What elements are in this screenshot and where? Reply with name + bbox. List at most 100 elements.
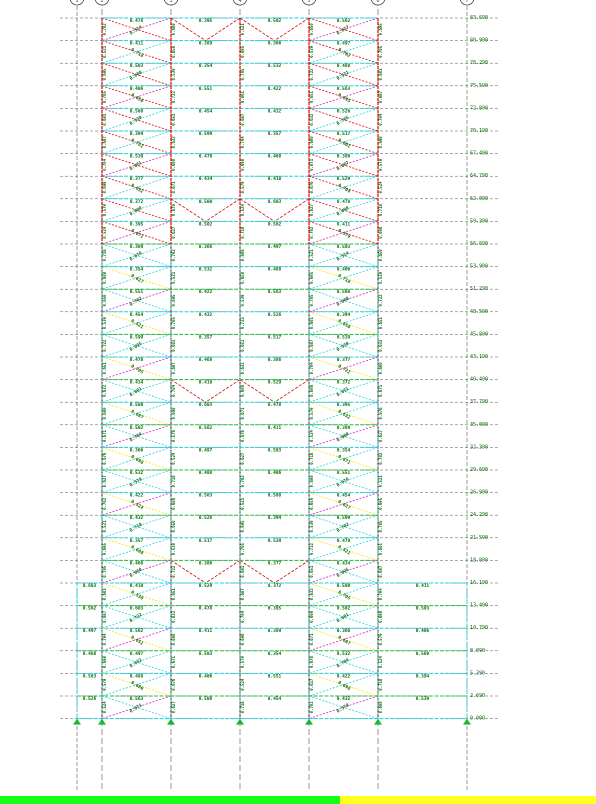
- beam-ratio-label: 0.432: [337, 696, 351, 702]
- beam-ratio-label: 0.434: [199, 176, 213, 182]
- outrigger-brace: [274, 379, 310, 403]
- support-triangle: [98, 718, 106, 725]
- beam-ratio-label: 0.411: [337, 221, 351, 227]
- beam-ratio-label: 0.562: [130, 628, 144, 634]
- brace-member: [308, 108, 379, 132]
- column-ratio-label: 0.705: [240, 68, 245, 81]
- brace-member: [101, 130, 172, 154]
- member-ratio-label: 0.579: [337, 228, 352, 240]
- column-ratio-label: 0.524: [171, 452, 176, 465]
- axis-bubble: [69, 0, 85, 6]
- member-ratio-label: 0.539: [336, 341, 351, 353]
- brace-member: [308, 492, 379, 516]
- brace-member: [101, 62, 172, 87]
- brace-member: [101, 627, 172, 652]
- column-ratio-label: 0.632: [171, 610, 176, 623]
- level-elevation-label: 5.390: [470, 670, 485, 676]
- column-ratio-label: 0.627: [171, 226, 176, 239]
- level-elevation-label: 13.490: [470, 603, 488, 609]
- column-ratio-label: 0.718: [378, 678, 383, 691]
- brace-member: [308, 469, 379, 493]
- column-ratio-label: 0.651: [171, 588, 176, 601]
- podium-ratio-label: 0.603: [83, 583, 97, 589]
- brace-member: [308, 627, 379, 652]
- column-ratio-label: 0.579: [378, 158, 383, 171]
- level-elevation-label: 26.990: [470, 490, 488, 496]
- beam-ratio-label: 0.529: [199, 583, 213, 589]
- beam-ratio-label: 0.517: [337, 131, 351, 137]
- outrigger-brace: [170, 379, 206, 403]
- column-ratio-label: 0.704: [102, 633, 107, 646]
- member-ratio-label: 0.600: [129, 205, 144, 217]
- brace-member: [101, 469, 172, 493]
- beam-ratio-label: 0.503: [268, 447, 282, 453]
- member-ratio-label: 0.695: [336, 567, 351, 579]
- beam-ratio-label: 0.394: [130, 131, 144, 137]
- column-ratio-label: 0.539: [240, 294, 245, 307]
- beam-ratio-label: 0.603: [130, 606, 144, 612]
- outrigger-brace: [239, 198, 275, 222]
- beam-ratio-label: 0.432: [268, 108, 282, 114]
- member-ratio-label: 0.627: [130, 273, 145, 285]
- column-ratio-label: 0.524: [240, 203, 245, 216]
- column-ratio-label: 0.524: [240, 678, 245, 691]
- beam-ratio-label: 0.406: [268, 470, 282, 476]
- member-ratio-label: 0.521: [130, 318, 145, 330]
- brace-member: [101, 401, 172, 426]
- beam-ratio-label: 0.468: [199, 357, 213, 363]
- member-ratio-label: 0.608: [129, 69, 144, 81]
- beam-ratio-label: 0.377: [337, 357, 351, 363]
- member-ratio-label: 0.579: [129, 476, 144, 488]
- brace-member: [101, 266, 172, 290]
- column-ratio-label: 0.600: [240, 384, 245, 397]
- column-ratio-label: 0.676: [171, 678, 176, 691]
- beam-ratio-label: 0.551: [337, 470, 351, 476]
- column-ratio-label: 0.521: [378, 475, 383, 488]
- podium-ratio-label: 0.497: [83, 628, 97, 634]
- column-ratio-label: 0.521: [171, 271, 176, 284]
- column-ratio-label: 0.722: [171, 565, 176, 578]
- member-ratio-label: 0.608: [336, 295, 351, 307]
- beam-ratio-label: 0.432: [199, 312, 213, 318]
- beam-ratio-label: 0.454: [130, 312, 144, 318]
- beam-ratio-label: 0.389: [268, 628, 282, 634]
- column-ratio-label: 0.651: [102, 362, 107, 375]
- column-ratio-label: 0.632: [378, 339, 383, 352]
- beam-ratio-label: 0.422: [199, 289, 213, 295]
- column-ratio-label: 0.651: [171, 113, 176, 126]
- member-ratio-label: 0.627: [337, 499, 352, 511]
- level-elevation-label: 43.190: [470, 354, 488, 360]
- beam-ratio-label: 0.354: [199, 63, 213, 69]
- outrigger-brace: [239, 17, 275, 41]
- podium-ratio-label: 0.503: [416, 606, 430, 612]
- column-ratio-label: 0.539: [378, 271, 383, 284]
- member-ratio-label: 0.722: [130, 137, 145, 149]
- beam-ratio-label: 0.357: [130, 538, 144, 544]
- column-ratio-label: 0.651: [240, 339, 245, 352]
- column-ratio-label: 0.718: [240, 226, 245, 239]
- column-ratio-label: 0.702: [309, 226, 314, 239]
- beam-ratio-label: 0.562: [337, 18, 351, 24]
- column-ratio-label: 0.702: [240, 475, 245, 488]
- beam-ratio-label: 0.563: [130, 696, 144, 702]
- brace-member: [308, 311, 379, 335]
- member-ratio-label: 0.600: [130, 680, 145, 692]
- beam-ratio-label: 0.539: [130, 154, 144, 160]
- column-ratio-label: 0.698: [378, 610, 383, 623]
- member-ratio-label: 0.601: [337, 137, 352, 149]
- member-ratio-label: 0.702: [337, 47, 352, 59]
- column-ratio-label: 0.687: [309, 339, 314, 352]
- brace-member: [308, 130, 379, 154]
- column-ratio-label: 0.698: [171, 407, 176, 420]
- member-ratio-label: 0.695: [129, 341, 144, 353]
- axis-bubble-label: 3: [169, 0, 172, 4]
- column-ratio-label: 0.650: [102, 294, 107, 307]
- outrigger-brace: [170, 198, 206, 222]
- beam-ratio-label: 0.562: [268, 221, 282, 227]
- podium-ratio-label: 0.488: [83, 651, 97, 657]
- column-ratio-label: 0.687: [240, 588, 245, 601]
- column-ratio-label: 0.600: [378, 362, 383, 375]
- brace-member: [308, 379, 379, 403]
- beam-ratio-label: 0.502: [199, 221, 213, 227]
- column-ratio-label: 0.695: [378, 497, 383, 510]
